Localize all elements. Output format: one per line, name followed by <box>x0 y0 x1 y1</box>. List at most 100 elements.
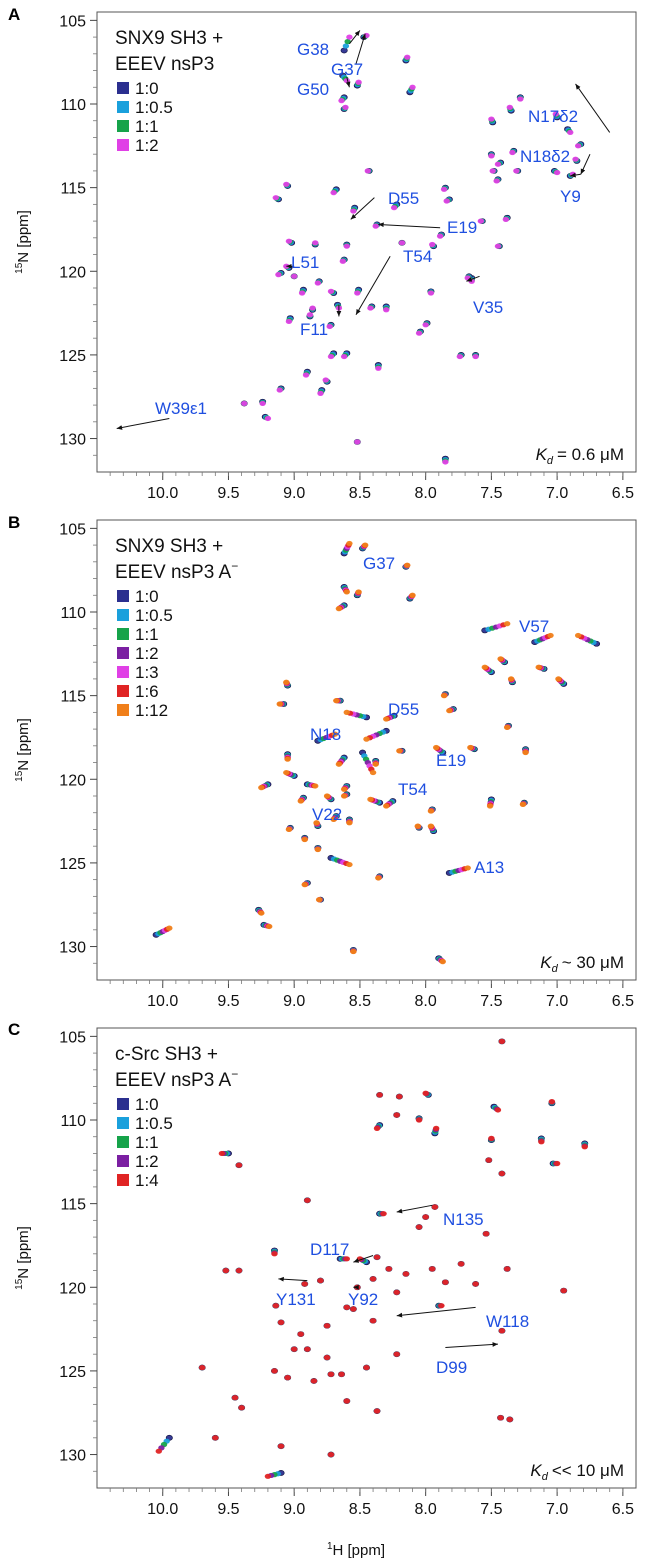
nmr-peak <box>346 540 353 547</box>
nmr-peak <box>383 307 390 313</box>
nmr-peak <box>264 1473 272 1479</box>
x-tick-label: 10.0 <box>147 1501 178 1518</box>
nmr-peak <box>310 1378 318 1384</box>
legend-label: 1:1 <box>135 625 159 644</box>
y-tick-label: 110 <box>60 1113 86 1130</box>
x-tick-label: 8.5 <box>349 993 371 1010</box>
kd-annotation: Kd << 10 μM <box>530 1461 624 1483</box>
nmr-peak <box>333 698 340 704</box>
nmr-peak <box>409 84 416 90</box>
nmr-peak <box>404 562 411 568</box>
panel-title-line2-text: EEEV nsP3 <box>115 54 214 75</box>
nmr-peak <box>301 1281 308 1287</box>
x-tick-label: 10.0 <box>147 993 178 1010</box>
nmr-peak <box>367 305 374 311</box>
nmr-peak <box>488 1135 495 1141</box>
y-tick-label: 120 <box>59 772 86 789</box>
x-tick-label: 7.5 <box>480 485 502 502</box>
legend-label: 1:2 <box>135 1152 159 1171</box>
shift-arrow <box>116 417 170 430</box>
plot-frame <box>96 519 637 981</box>
nmr-peak <box>323 1323 331 1329</box>
shift-arrow <box>345 77 351 88</box>
nmr-peak <box>304 1346 311 1352</box>
nmr-peak <box>284 756 291 762</box>
shift-arrow <box>445 1342 498 1348</box>
nmr-peak <box>415 1117 423 1123</box>
nmr-peak <box>547 632 554 639</box>
nmr-peak <box>369 1318 377 1324</box>
nmr-peak <box>283 679 290 685</box>
residue-label: V22 <box>312 805 342 824</box>
residue-label: V35 <box>473 298 503 317</box>
nmr-peak <box>327 1451 335 1458</box>
panel-letter-b: B <box>8 513 20 532</box>
legend-label: 1:1 <box>135 117 159 136</box>
x-tick-label: 7.5 <box>480 1501 502 1518</box>
nmr-peak <box>306 312 314 318</box>
nmr-peak <box>498 1038 506 1044</box>
nmr-peak <box>464 865 471 871</box>
x-tick-label: 9.5 <box>217 993 239 1010</box>
nmr-peak <box>272 1303 279 1309</box>
nmr-peak <box>507 676 515 682</box>
nmr-peak <box>343 1256 350 1262</box>
residue-label: G37 <box>331 60 363 79</box>
x-axis-label: 1H [ppm] <box>327 1541 385 1559</box>
nmr-peak <box>436 233 444 239</box>
nmr-peak <box>335 606 343 612</box>
x-tick-label: 6.5 <box>612 1501 634 1518</box>
nmr-peak <box>340 786 348 792</box>
y-tick-label: 105 <box>59 521 86 538</box>
y-tick-label: 125 <box>59 348 86 365</box>
y-tick-label: 105 <box>59 13 86 30</box>
nmr-peak <box>344 38 351 45</box>
residue-label: E19 <box>436 751 466 770</box>
y-tick-label: 110 <box>60 605 86 622</box>
nmr-peak <box>503 621 511 627</box>
nmr-peak <box>335 761 343 767</box>
nmr-peak <box>443 198 450 204</box>
nmr-peak <box>553 1160 561 1167</box>
legend-label: 1:2 <box>135 136 159 155</box>
nmr-peak <box>432 1125 440 1131</box>
legend-label: 1:0.5 <box>135 98 173 117</box>
shift-arrow <box>378 222 441 229</box>
nmr-peak <box>309 305 316 311</box>
nmr-peak <box>369 1276 377 1282</box>
shift-arrow <box>580 153 591 175</box>
kd-value: = 0.6 μM <box>557 445 624 464</box>
panel-c: 10.0 9.5 9.0 8.5 8.0 7.5 7.0 6.5 105 110 115 120 125… <box>14 1027 637 1518</box>
kd-symbol: K <box>536 445 548 464</box>
panel-title-line2: EEEV nsP3 A− <box>115 559 238 583</box>
y-tick-label: 120 <box>59 1280 86 1297</box>
residue-label: N135 <box>443 1210 484 1229</box>
x-tick-label: 8.5 <box>349 485 371 502</box>
nmr-peak <box>513 168 520 174</box>
residue-label: E19 <box>447 218 477 237</box>
x-tick-label: 9.5 <box>217 1501 239 1518</box>
nmr-peak <box>517 96 524 102</box>
nmr-peak <box>363 1364 370 1371</box>
legend-swatch <box>117 1174 129 1186</box>
x-tick-label: 7.0 <box>546 485 568 502</box>
legend-label: 1:0 <box>135 587 159 606</box>
nmr-peak <box>442 1279 449 1285</box>
nmr-peak <box>231 1395 239 1401</box>
nmr-peak <box>285 318 293 325</box>
nmr-peak <box>422 1214 429 1220</box>
x-axis-label-sup: 1 <box>327 1541 333 1552</box>
nmr-peak <box>535 664 542 670</box>
shift-arrow <box>396 1204 433 1214</box>
nmr-peak <box>271 1368 278 1374</box>
nmr-peak <box>472 1281 479 1287</box>
nmr-peak <box>393 1112 400 1118</box>
nmr-peak <box>498 1170 506 1177</box>
nmr-peak <box>390 205 398 211</box>
y-axis-label-sup: 15 <box>14 1278 25 1290</box>
nmr-peak <box>340 353 348 360</box>
nmr-peak <box>235 1162 243 1168</box>
nmr-peak <box>342 104 349 110</box>
panel-letter-a: A <box>8 5 20 24</box>
nmr-peak <box>457 1261 465 1267</box>
